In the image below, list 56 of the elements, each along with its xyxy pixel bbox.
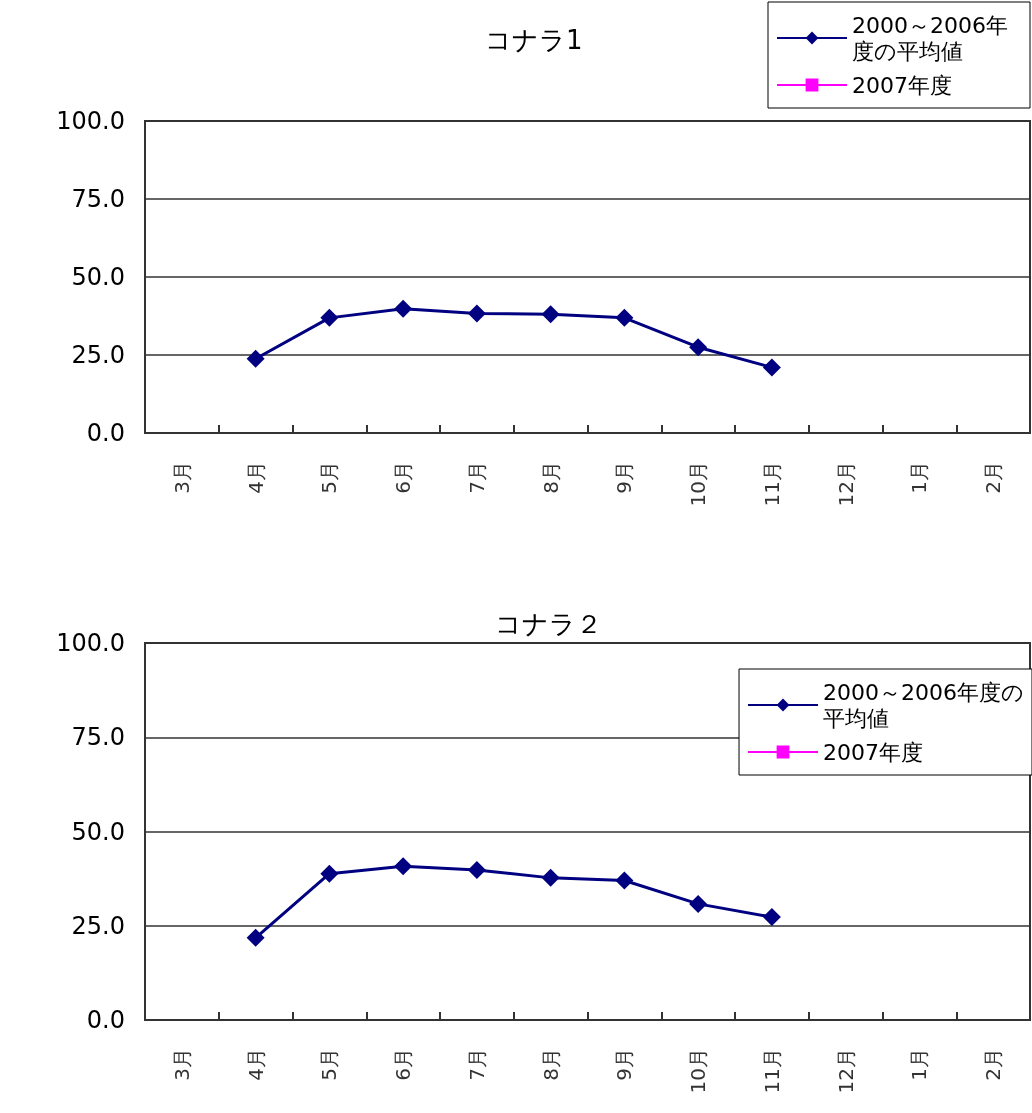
point xyxy=(246,349,265,368)
x-tick-label: 7月 xyxy=(464,461,489,494)
point xyxy=(615,871,634,890)
x-tick-label: 11月 xyxy=(759,1048,784,1094)
x-tick-label: 2月 xyxy=(981,461,1006,494)
point xyxy=(394,857,413,876)
x-tick-label: 10月 xyxy=(686,1048,711,1094)
x-tick-label: 4月 xyxy=(243,461,268,494)
point xyxy=(689,894,708,913)
legend-label: 2007年度 xyxy=(823,739,924,765)
point xyxy=(762,908,781,927)
x-tick-label: 12月 xyxy=(833,1048,858,1094)
x-tick-label: 1月 xyxy=(907,1048,932,1081)
x-tick-label: 6月 xyxy=(391,1048,416,1081)
y-tick-label: 50.0 xyxy=(71,817,125,846)
x-tick-label: 1月 xyxy=(907,461,932,494)
x-tick-label: 6月 xyxy=(391,461,416,494)
point xyxy=(320,864,339,883)
x-tick-label: 8月 xyxy=(538,1048,563,1081)
x-tick-label: 9月 xyxy=(612,1048,637,1081)
chart-title: コナラ２ xyxy=(495,609,602,639)
point xyxy=(467,304,486,323)
x-tick-label: 12月 xyxy=(833,461,858,507)
y-tick-label: 25.0 xyxy=(71,341,125,369)
x-tick-label: 5月 xyxy=(317,1048,342,1081)
point xyxy=(394,299,413,318)
y-tick-label: 50.0 xyxy=(71,263,125,291)
point xyxy=(541,305,560,324)
legend-label: 2007年度 xyxy=(852,72,952,98)
x-tick-label: 9月 xyxy=(612,461,637,494)
x-tick-label: 10月 xyxy=(686,461,711,507)
y-tick-label: 75.0 xyxy=(71,185,125,213)
point xyxy=(689,338,708,357)
x-tick-label: 8月 xyxy=(538,461,563,494)
x-tick-label: 5月 xyxy=(317,461,342,494)
y-tick-label: 0.0 xyxy=(86,1006,125,1034)
y-tick-label: 0.0 xyxy=(86,419,125,447)
legend-label: 2000～2006年度の平均値 xyxy=(823,679,1025,731)
point xyxy=(320,308,339,327)
point xyxy=(615,308,634,327)
legend-label: 2000～2006年度の平均値 xyxy=(852,12,1008,64)
x-tick-label: 3月 xyxy=(169,1048,194,1081)
y-tick-label: 25.0 xyxy=(71,911,125,940)
y-tick-label: 100.0 xyxy=(56,629,125,657)
x-tick-label: 3月 xyxy=(169,461,194,494)
y-tick-label: 75.0 xyxy=(71,723,125,752)
x-tick-label: 11月 xyxy=(759,461,784,507)
x-tick-label: 2月 xyxy=(981,1048,1006,1081)
point xyxy=(762,358,781,377)
chart-title: コナラ1 xyxy=(485,25,583,55)
x-tick-label: 4月 xyxy=(243,1048,268,1081)
x-tick-label: 7月 xyxy=(464,1048,489,1081)
y-tick-label: 100.0 xyxy=(56,107,125,135)
point xyxy=(246,928,265,947)
point xyxy=(467,860,486,879)
point xyxy=(541,868,560,887)
